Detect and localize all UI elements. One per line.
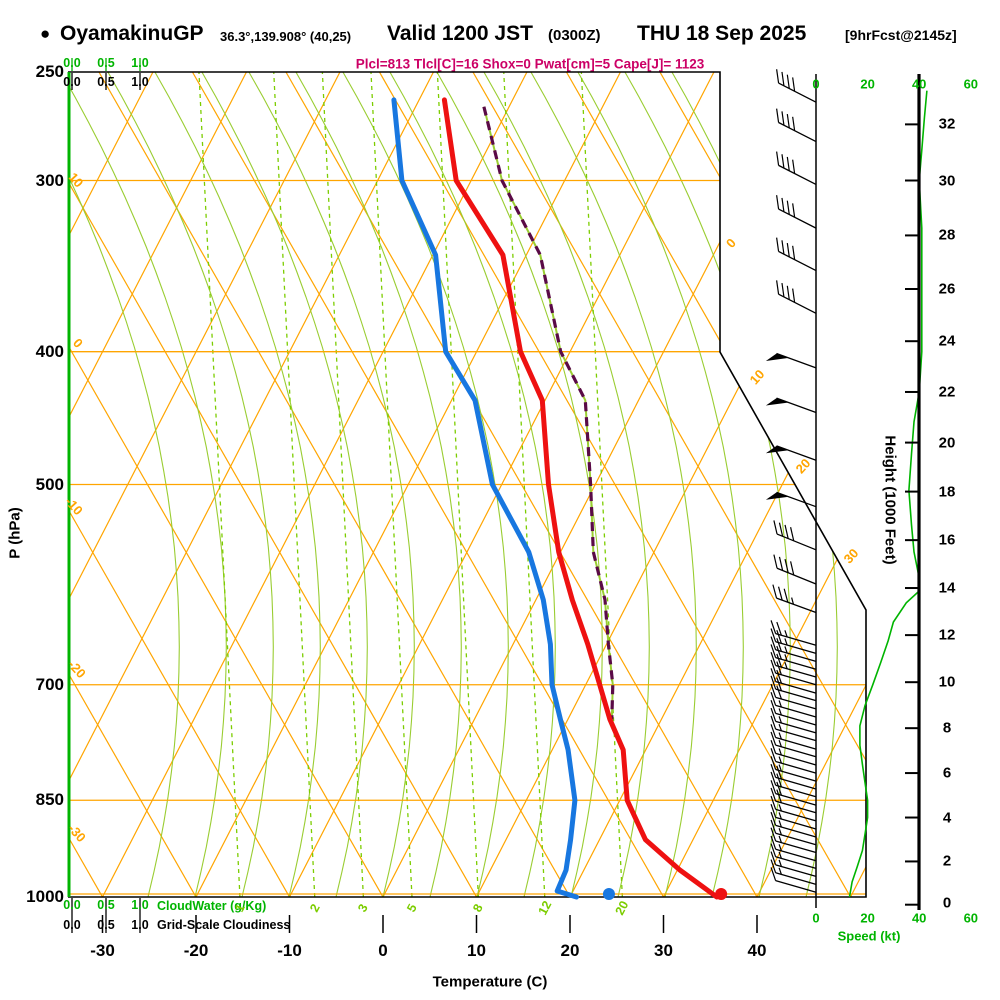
height-tick-label: 4	[942, 809, 952, 827]
cloudiness-scale-top: 0.5	[97, 75, 115, 89]
height-axis	[905, 74, 921, 910]
temperature-tick-label: -20	[183, 941, 209, 960]
speed-axis-label: Speed (kt)	[837, 928, 901, 944]
temperature-tick-label: 20	[560, 941, 580, 960]
height-tick-label: 12	[938, 626, 956, 644]
height-tick-label: 14	[938, 579, 956, 597]
height-tick-label: 32	[938, 115, 956, 133]
pressure-tick-label: 1000	[26, 887, 64, 906]
height-tick-label: 28	[938, 226, 956, 244]
profile-curves	[391, 97, 728, 900]
height-tick-label: 20	[938, 434, 956, 452]
height-tick-label: 6	[942, 764, 952, 782]
cloudwater-scale-bottom: 0.5	[97, 898, 115, 912]
pressure-tick-label: 300	[35, 170, 64, 190]
temperature-curve	[441, 97, 721, 900]
valid-date: THU 18 Sep 2025	[637, 22, 807, 45]
height-tick-label: 10	[938, 673, 956, 691]
valid-utc: (0300Z)	[548, 27, 601, 44]
speed-scale-bottom-label: 40	[911, 910, 927, 926]
speed-scale-top-label: 60	[963, 76, 979, 92]
cloudiness-scale-bottom: 0.5	[97, 918, 115, 932]
station-name: OyamakinuGP	[60, 22, 204, 45]
stability-params: Plcl=813 Tlcl[C]=16 Shox=0 Pwat[cm]=5 Ca…	[355, 56, 705, 72]
cloudwater-scale-bottom: 0.0	[63, 898, 81, 912]
mixing-ratio-lines	[198, 72, 624, 897]
temperature-axis-label: Temperature (C)	[432, 973, 548, 991]
station-bullet-icon: ●	[40, 24, 51, 43]
surface-dewpoint-dot	[602, 888, 615, 900]
height-tick-label: 18	[938, 483, 956, 501]
forecast-tag: [9hrFcst@2145z]	[845, 27, 957, 43]
cloudwater-label: CloudWater (g/Kg)	[157, 899, 267, 913]
cloudwater-scale-bottom: 1.0	[131, 898, 149, 912]
cloudiness-scale-bottom: 0.0	[63, 918, 81, 932]
speed-scale-bottom-label: 0	[812, 910, 820, 926]
cloudwater-scale-top: 0.0	[63, 56, 81, 70]
surface-temp-dot	[715, 888, 728, 900]
cloudiness-scale-bottom: 1.0	[131, 918, 149, 932]
axis-ticks	[71, 58, 758, 933]
speed-scale-bottom-label: 20	[860, 910, 875, 926]
temperature-tick-label: 10	[467, 941, 486, 960]
height-axis-label: Height (1000 Feet)	[881, 435, 899, 565]
cloudwater-scale-top: 0.5	[97, 56, 115, 70]
wind-barbs	[765, 69, 817, 908]
parcel-curve	[482, 106, 615, 720]
dewpoint-curve	[391, 97, 579, 900]
temperature-tick-label: 30	[654, 941, 673, 960]
cloudwater-scale-top: 1.0	[131, 56, 149, 70]
wind-speed-profile	[848, 90, 928, 898]
pressure-tick-label: 400	[35, 341, 64, 361]
temperature-tick-label: 40	[747, 941, 767, 960]
height-tick-label: 16	[938, 531, 956, 549]
cloudiness-label: Grid-Scale Cloudiness	[157, 918, 291, 932]
height-tick-label: 2	[942, 852, 952, 870]
cloudiness-scale-top: 1.0	[131, 75, 149, 89]
pressure-axis-label: P (hPa)	[6, 507, 24, 559]
temperature-tick-label: 0	[378, 941, 388, 960]
pressure-tick-label: 250	[35, 62, 64, 81]
pressure-tick-label: 500	[35, 474, 64, 494]
valid-time: Valid 1200 JST	[387, 22, 533, 45]
pressure-tick-label: 850	[35, 790, 64, 810]
height-tick-label: 8	[942, 719, 952, 737]
speed-scale-top-label: 20	[860, 76, 875, 92]
speed-scale-bottom-label: 60	[963, 910, 979, 926]
temperature-tick-label: -30	[90, 941, 115, 960]
speed-scale-top-label: 40	[911, 76, 927, 92]
cloudiness-scale-top: 0.0	[63, 75, 81, 89]
height-tick-label: 22	[938, 383, 956, 401]
height-tick-label: 26	[938, 280, 956, 298]
temperature-tick-label: -10	[277, 941, 302, 960]
height-tick-label: 30	[938, 172, 956, 189]
speed-scale-top-label: 0	[812, 76, 820, 92]
plot-border	[67, 71, 867, 898]
station-coords: 36.3°,139.908° (40,25)	[220, 29, 352, 44]
pressure-tick-label: 700	[35, 674, 64, 694]
height-tick-label: 0	[942, 894, 952, 912]
pressure-lines	[68, 179, 866, 895]
height-tick-label: 24	[938, 332, 956, 350]
